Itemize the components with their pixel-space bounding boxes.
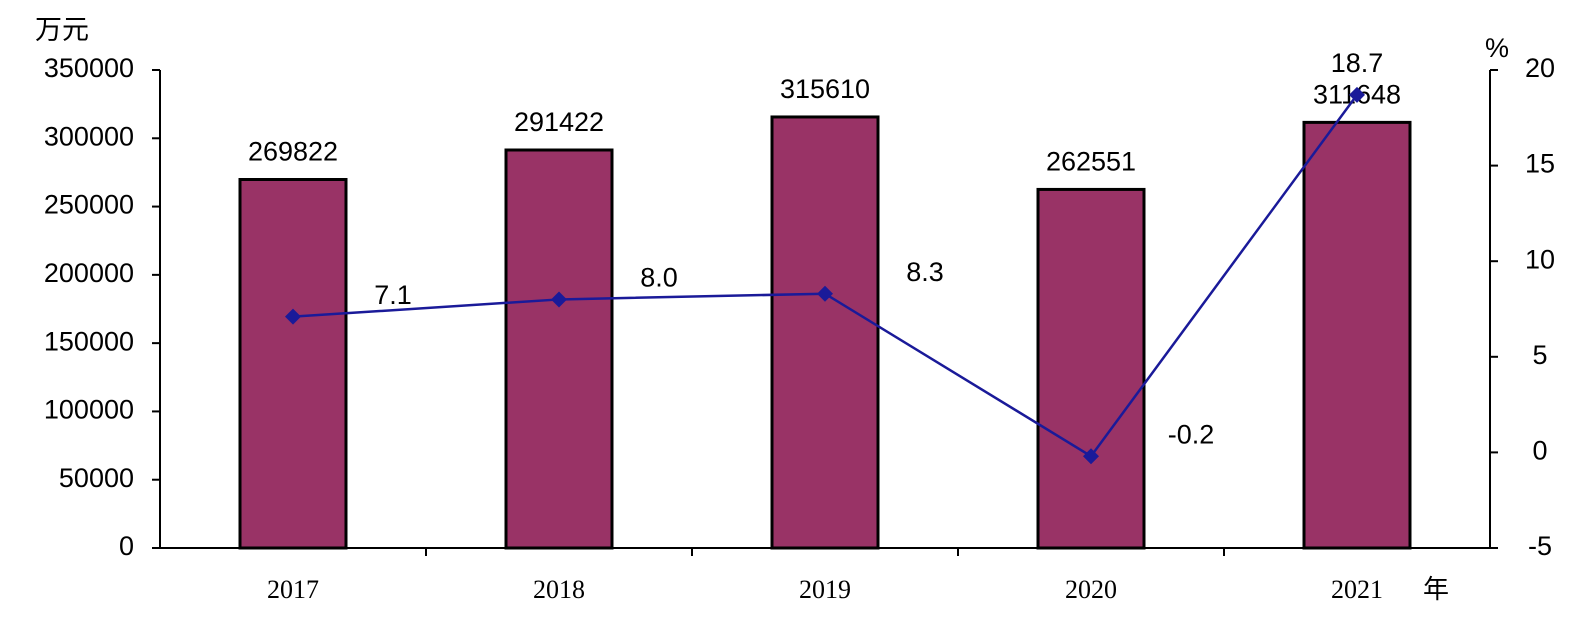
bar-value-label: 262551	[1046, 147, 1136, 177]
bar-value-label: 269822	[248, 137, 338, 167]
line-value-label: 8.3	[906, 257, 944, 287]
bar	[238, 178, 348, 550]
y-tick-label: 0	[119, 531, 134, 561]
line-value-label: -0.2	[1168, 419, 1215, 449]
bar	[1036, 187, 1146, 550]
y-tick-label: 250000	[44, 190, 134, 220]
y-tick-label: 350000	[44, 53, 134, 83]
line-marker	[1083, 448, 1099, 465]
line-marker	[1349, 86, 1365, 103]
y2-tick-label: 10	[1525, 244, 1555, 274]
x-tick-label: 2018	[533, 575, 585, 604]
y-tick-label: 200000	[44, 258, 134, 288]
y2-tick-label: 5	[1532, 340, 1547, 370]
y2-tick-label: 20	[1525, 53, 1555, 83]
y-tick-label: 150000	[44, 326, 134, 356]
y-tick-label: 100000	[44, 395, 134, 425]
bar-value-label: 291422	[514, 107, 604, 137]
bar	[504, 148, 614, 550]
line-marker	[551, 291, 567, 308]
y2-axis-label: %	[1485, 33, 1509, 63]
x-axis-label: 年	[1423, 575, 1449, 604]
line-marker	[817, 285, 833, 302]
x-tick-label: 2021	[1331, 575, 1383, 604]
x-tick-label: 2020	[1065, 575, 1117, 604]
x-tick-label: 2017	[267, 575, 319, 604]
x-tick-label: 2019	[799, 575, 851, 604]
y-tick-label: 300000	[44, 121, 134, 151]
line-value-label: 7.1	[374, 280, 412, 310]
y2-tick-label: 0	[1532, 436, 1547, 466]
bar-value-label: 315610	[780, 74, 870, 104]
line-marker	[285, 308, 301, 325]
y2-tick-label: -5	[1528, 531, 1552, 561]
line-value-label: 18.7	[1331, 48, 1384, 78]
bar	[1302, 120, 1412, 550]
y-tick-label: 50000	[59, 463, 134, 493]
y2-tick-label: 15	[1525, 149, 1555, 179]
bar	[770, 115, 880, 550]
line-value-label: 8.0	[640, 263, 678, 293]
y-axis-label: 万元	[35, 15, 89, 45]
